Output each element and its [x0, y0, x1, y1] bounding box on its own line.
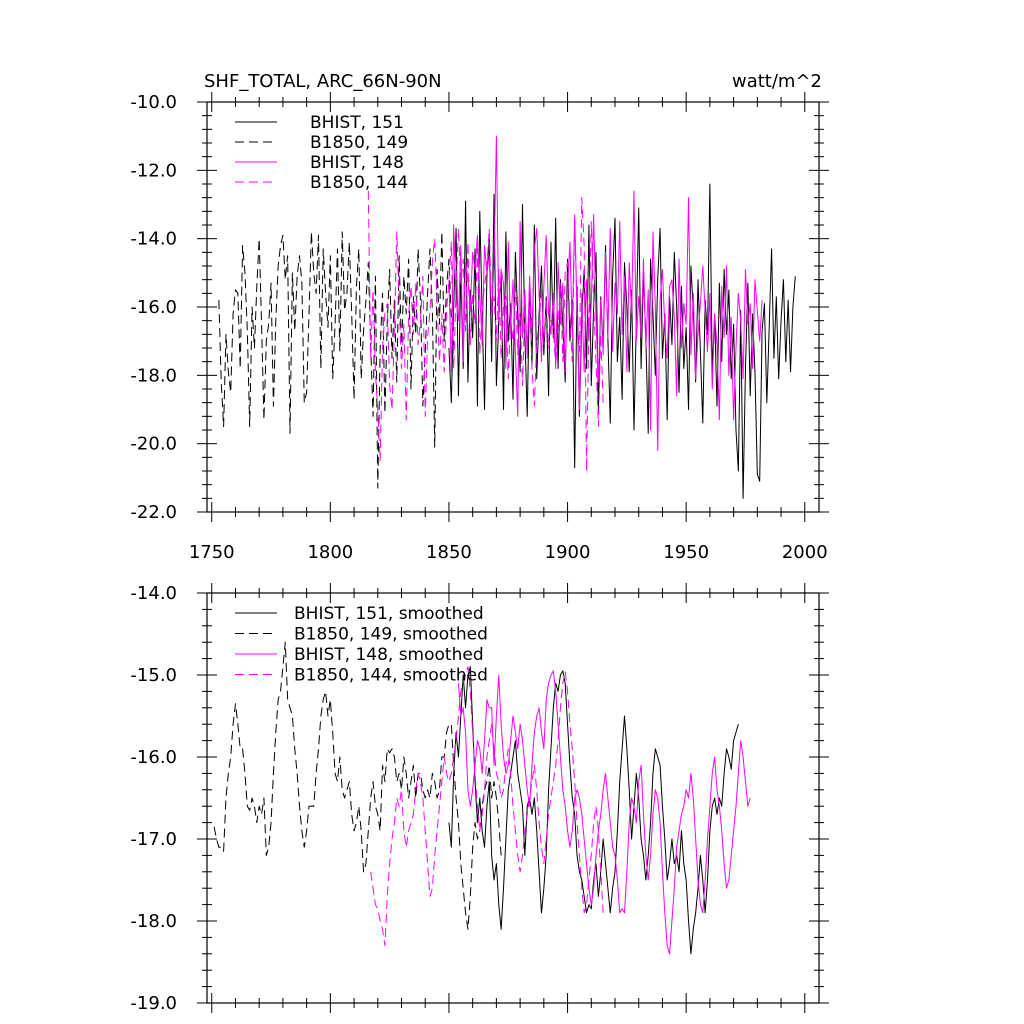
- top-title: SHF_TOTAL, ARC_66N-90N: [204, 71, 442, 92]
- series-line: [448, 666, 739, 955]
- top-axis-ticks: 1750 1800 1850 1900 1950 2000 -10.0 -12.0 -14.0 -…: [130, 92, 829, 563]
- legend-label: B1850, 144: [310, 173, 408, 193]
- x-tick-label: 1750: [189, 542, 235, 563]
- y-tick-label: -22.0: [130, 502, 177, 523]
- y-tick-label: -19.0: [130, 993, 177, 1014]
- series-line: [367, 190, 604, 472]
- y-tick-label: -14.0: [130, 229, 177, 250]
- legend-label: BHIST, 151, smoothed: [294, 604, 484, 624]
- legend-label: B1850, 144, smoothed: [294, 666, 488, 686]
- series-line: [457, 670, 751, 955]
- series-line: [370, 666, 604, 947]
- y-tick-label: -17.0: [130, 829, 177, 850]
- y-tick-label: -16.0: [130, 747, 177, 768]
- panel-top: SHF_TOTAL, ARC_66N-90N watt/m^2 1750 1800…: [130, 71, 829, 563]
- top-plot-frame: [206, 101, 820, 513]
- y-tick-label: -15.0: [130, 665, 177, 686]
- x-tick-label: 1850: [426, 542, 472, 563]
- y-tick-label: -12.0: [130, 160, 177, 181]
- x-tick-label: 1800: [307, 542, 353, 563]
- y-tick-label: -18.0: [130, 911, 177, 932]
- legend-label: BHIST, 148: [310, 153, 404, 173]
- y-tick-label: -20.0: [130, 434, 177, 455]
- legend-label: B1850, 149, smoothed: [294, 625, 488, 645]
- y-tick-label: -16.0: [130, 297, 177, 318]
- y-tick-label: -18.0: [130, 365, 177, 386]
- x-tick-label: 1900: [545, 542, 591, 563]
- y-tick-label: -14.0: [130, 583, 177, 604]
- legend-label: BHIST, 151: [310, 113, 404, 133]
- bottom-series-group: [213, 641, 751, 955]
- legend-label: B1850, 149: [310, 133, 408, 153]
- panel-bottom: -14.0 -15.0 -16.0 -17.0 -18.0 -19.0 BHIST, 15…: [130, 583, 829, 1014]
- top-series-group: [218, 135, 796, 499]
- bottom-axis-ticks: -14.0 -15.0 -16.0 -17.0 -18.0 -19.0: [130, 583, 829, 1014]
- bottom-plot-frame: [206, 592, 820, 1004]
- series-line: [448, 135, 763, 451]
- series-line: [448, 183, 796, 499]
- x-tick-label: 2000: [782, 542, 828, 563]
- legend-label: BHIST, 148, smoothed: [294, 645, 484, 665]
- series-line: [218, 231, 455, 489]
- y-tick-label: -10.0: [130, 92, 177, 113]
- x-tick-label: 1950: [663, 542, 709, 563]
- top-units: watt/m^2: [732, 71, 822, 92]
